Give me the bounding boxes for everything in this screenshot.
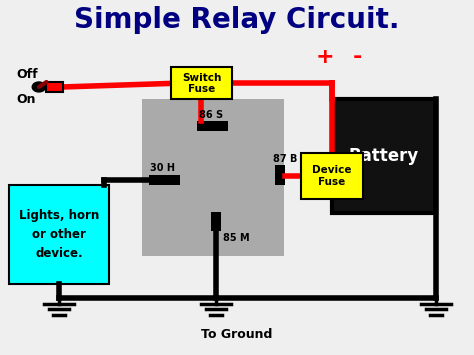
Text: -: -	[353, 47, 363, 67]
Bar	[197, 121, 228, 131]
Text: To Ground: To Ground	[201, 328, 273, 341]
Bar	[142, 99, 284, 256]
Text: Switch
Fuse: Switch Fuse	[182, 73, 221, 94]
Bar	[171, 67, 232, 99]
Bar	[149, 175, 180, 185]
Circle shape	[32, 82, 46, 92]
Text: Device
Fuse: Device Fuse	[312, 165, 352, 186]
Text: Lights, horn
or other
device.: Lights, horn or other device.	[19, 209, 100, 260]
Text: 30 H: 30 H	[150, 163, 175, 173]
Bar	[301, 153, 363, 199]
Bar	[211, 212, 221, 231]
Bar	[46, 82, 63, 92]
Text: +: +	[315, 47, 334, 67]
Bar	[9, 185, 109, 284]
Text: On: On	[17, 93, 36, 106]
Text: 86 S: 86 S	[199, 110, 223, 120]
Text: 85 M: 85 M	[223, 233, 249, 243]
Text: 87 B: 87 B	[273, 154, 297, 164]
Bar	[332, 99, 436, 213]
Text: Simple Relay Circuit.: Simple Relay Circuit.	[74, 6, 400, 33]
Bar	[275, 165, 285, 185]
Text: Off: Off	[17, 68, 38, 81]
Text: Battery: Battery	[349, 147, 419, 165]
